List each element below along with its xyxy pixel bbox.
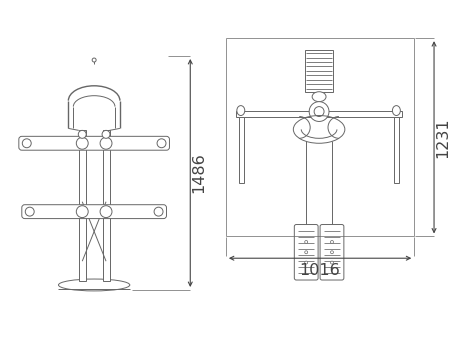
Bar (239, 117, 244, 183)
Ellipse shape (330, 240, 333, 244)
Ellipse shape (92, 58, 96, 62)
Ellipse shape (312, 92, 326, 102)
Ellipse shape (154, 207, 163, 216)
Text: 1486: 1486 (192, 152, 207, 193)
Ellipse shape (330, 251, 333, 254)
FancyBboxPatch shape (19, 136, 170, 150)
Text: 1231: 1231 (436, 117, 450, 158)
Ellipse shape (305, 261, 308, 264)
Bar (305, 50, 333, 92)
Bar (79, 130, 86, 281)
Ellipse shape (157, 139, 166, 148)
Bar (236, 110, 402, 117)
Ellipse shape (314, 107, 324, 117)
Ellipse shape (102, 130, 110, 138)
Ellipse shape (100, 137, 112, 149)
Ellipse shape (76, 137, 88, 149)
Bar (103, 130, 109, 281)
Text: 1016: 1016 (300, 263, 341, 278)
FancyBboxPatch shape (22, 205, 166, 219)
FancyBboxPatch shape (294, 225, 318, 280)
Ellipse shape (305, 251, 308, 254)
Ellipse shape (392, 106, 400, 116)
Ellipse shape (309, 102, 329, 121)
FancyBboxPatch shape (320, 225, 344, 280)
Ellipse shape (58, 279, 130, 291)
Ellipse shape (100, 206, 112, 218)
Ellipse shape (330, 261, 333, 264)
Ellipse shape (305, 240, 308, 244)
Ellipse shape (22, 139, 31, 148)
Ellipse shape (25, 207, 34, 216)
Ellipse shape (237, 106, 245, 116)
Ellipse shape (78, 130, 86, 138)
Ellipse shape (76, 206, 88, 218)
Bar (394, 117, 399, 183)
